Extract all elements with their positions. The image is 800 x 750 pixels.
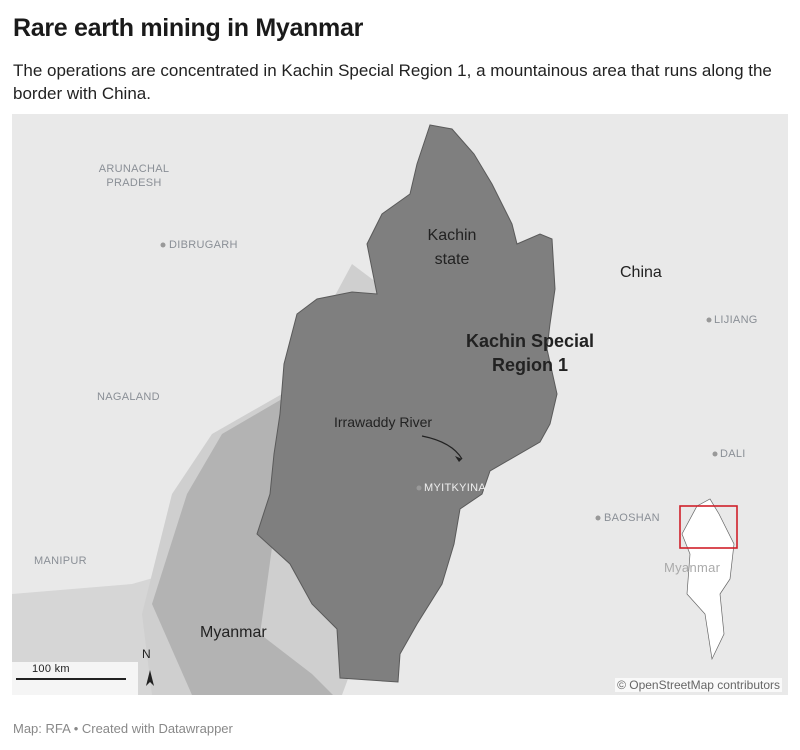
label-china: China xyxy=(620,264,662,281)
inset-label-myanmar: Myanmar xyxy=(664,560,721,575)
chart-title: Rare earth mining in Myanmar xyxy=(13,14,364,42)
label-myitkyina: MYITKYINA xyxy=(424,482,486,494)
chart-subtitle: The operations are concentrated in Kachi… xyxy=(13,61,772,103)
scale-bar-label: 100 km xyxy=(32,663,70,675)
inset-locator-box xyxy=(679,505,738,549)
label-manipur: MANIPUR xyxy=(34,555,87,567)
label-lijiang: LIJIANG xyxy=(714,314,758,326)
label-dibrugarh: DIBRUGARH xyxy=(169,239,238,251)
label-baoshan: BAOSHAN xyxy=(604,512,660,524)
label-nagaland: NAGALAND xyxy=(97,391,160,403)
label-irrawaddy-river: Irrawaddy River xyxy=(334,414,433,430)
label-arunachal: ARUNACHAL PRADESH xyxy=(98,163,170,189)
label-kachin-state: Kachin state xyxy=(427,227,477,268)
river-arrow-head xyxy=(455,456,462,462)
inset-myanmar-shape xyxy=(681,498,735,661)
north-label: N xyxy=(142,647,151,661)
map[interactable]: ARUNACHAL PRADESH DIBRUGARH NAGALAND MAN… xyxy=(12,114,788,695)
footer-credit: Map: RFA • Created with Datawrapper xyxy=(13,721,233,736)
kachin-special-region-1 xyxy=(256,124,558,683)
label-dali: DALI xyxy=(720,448,746,460)
label-myanmar: Myanmar xyxy=(200,624,267,641)
attribution[interactable]: © OpenStreetMap contributors xyxy=(615,678,782,692)
river-arrow xyxy=(421,435,463,460)
map-shapes xyxy=(12,124,738,695)
label-special-region: Kachin Special Region 1 xyxy=(465,331,595,375)
north-arrow-icon xyxy=(146,670,154,686)
